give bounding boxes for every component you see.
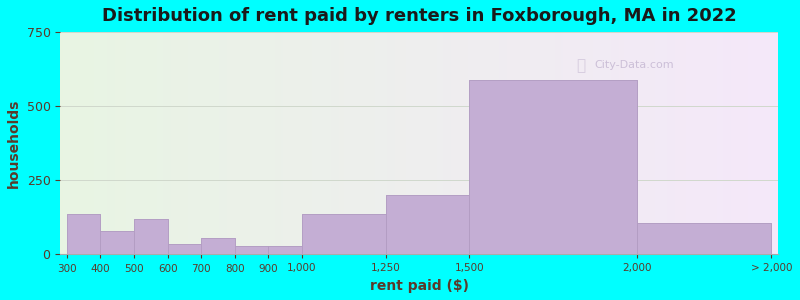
Bar	[167, 244, 201, 254]
Bar	[470, 80, 638, 254]
X-axis label: rent paid ($): rent paid ($)	[370, 279, 469, 293]
Bar	[101, 231, 134, 254]
Bar	[201, 238, 234, 254]
Bar	[101, 231, 134, 254]
Bar	[386, 195, 470, 254]
Bar	[302, 214, 386, 254]
Y-axis label: households: households	[7, 99, 21, 188]
Bar	[67, 214, 101, 254]
Bar	[638, 223, 771, 254]
Bar	[134, 219, 167, 254]
Bar	[386, 195, 470, 254]
Text: Ⓜ: Ⓜ	[576, 58, 586, 73]
Bar	[67, 214, 101, 254]
Bar	[638, 223, 771, 254]
Title: Distribution of rent paid by renters in Foxborough, MA in 2022: Distribution of rent paid by renters in …	[102, 7, 737, 25]
Bar	[167, 244, 201, 254]
Bar	[470, 80, 638, 254]
Bar	[268, 246, 302, 254]
Bar	[234, 246, 268, 254]
Bar	[201, 238, 234, 254]
Text: City-Data.com: City-Data.com	[594, 60, 674, 70]
Bar	[234, 246, 268, 254]
Bar	[134, 219, 167, 254]
Bar	[268, 246, 302, 254]
Bar	[302, 214, 386, 254]
